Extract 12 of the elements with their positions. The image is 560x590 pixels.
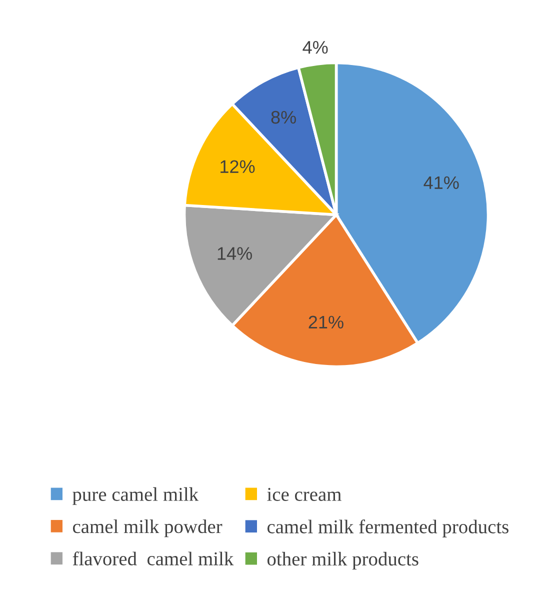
legend-label: camel milk powder [72,520,222,538]
data-label: 41% [424,176,459,190]
legend-label: other milk products [267,552,418,570]
legend-label: pure camel milk [72,487,199,505]
legend-label: ice cream [267,488,342,501]
data-label: 14% [218,247,252,260]
data-label: 4% [302,41,328,54]
data-label: 21% [308,316,344,328]
legend-label: camel milk fermented products [267,520,508,538]
data-label: 12% [220,160,255,173]
data-label: 8% [271,110,296,124]
legend-label: flavored camel milk [72,552,234,566]
